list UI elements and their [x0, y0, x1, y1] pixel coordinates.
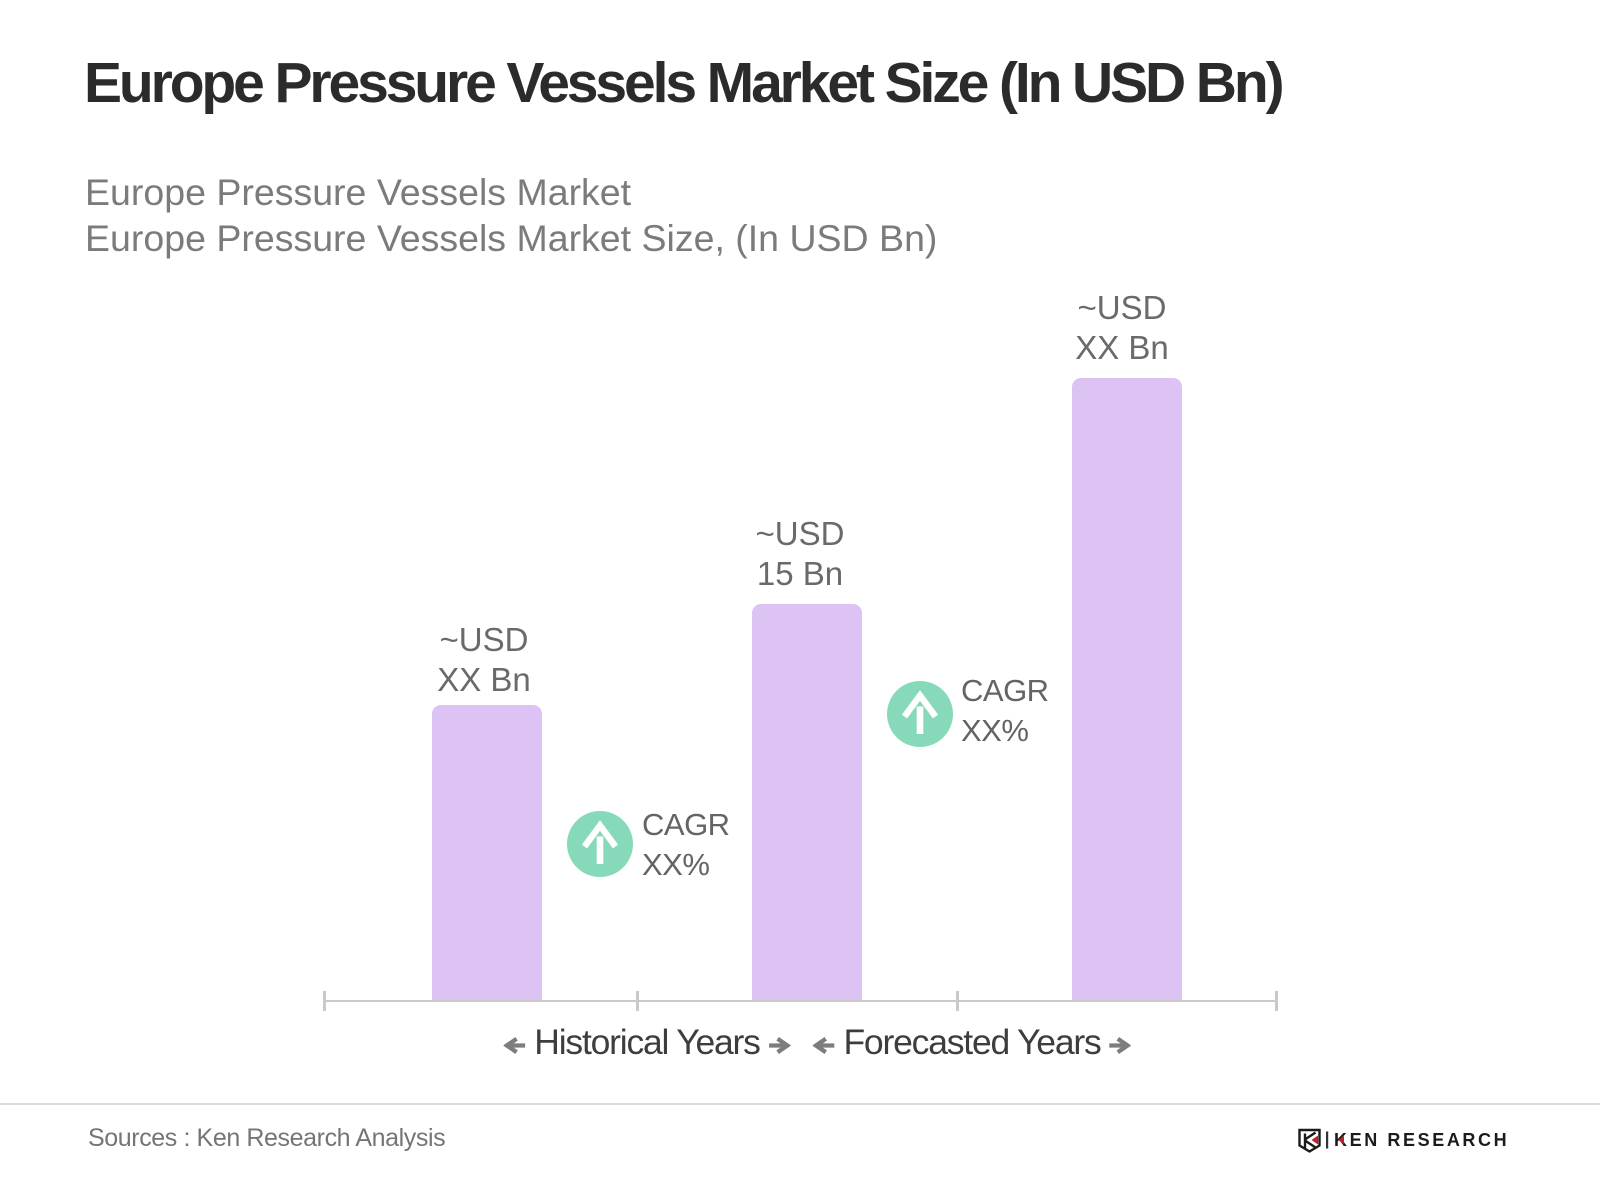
svg-text:KEN RESEARCH: KEN RESEARCH	[1334, 1130, 1509, 1150]
